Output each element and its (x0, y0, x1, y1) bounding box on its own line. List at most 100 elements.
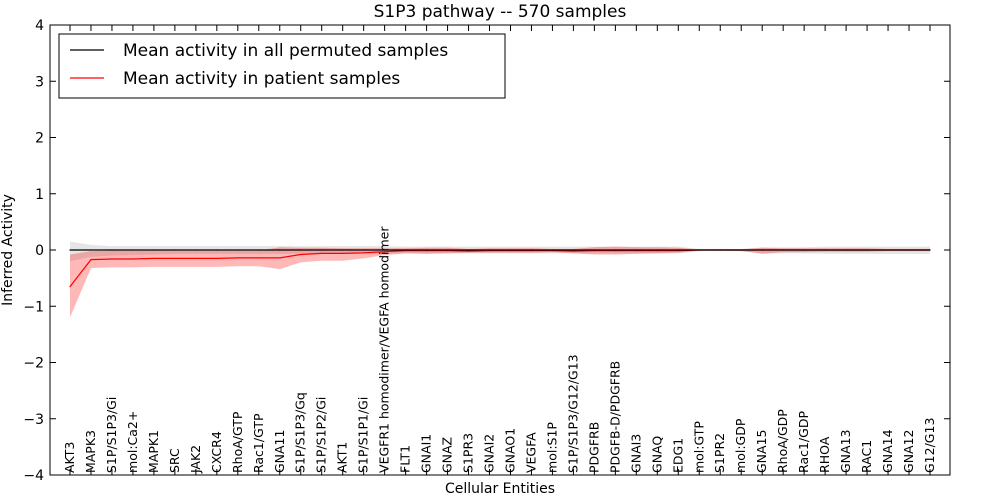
point-series-1-2 (111, 258, 113, 260)
point-series-1-10 (279, 257, 281, 259)
x-tick-label-37: GNA13 (838, 430, 853, 474)
point-series-0-5 (174, 249, 176, 251)
point-series-0-32 (740, 249, 742, 251)
point-series-1-0 (69, 286, 71, 288)
x-tick-label-40: GNA12 (901, 429, 916, 473)
x-tick-label-8: RhoA/GTP (230, 411, 245, 473)
point-series-0-18 (447, 249, 449, 251)
point-series-1-13 (342, 252, 344, 254)
x-tick-label-28: GNAQ (649, 436, 664, 473)
point-series-0-36 (824, 249, 826, 251)
y-tick-label-4: 4 (35, 18, 44, 34)
point-series-0-37 (845, 249, 847, 251)
point-series-0-19 (467, 249, 470, 251)
y-axis: −4 −3 −2 −1 0 1 2 3 4 (23, 18, 950, 484)
point-series-0-2 (111, 249, 113, 251)
x-tick-label-29: EDG1 (670, 438, 685, 473)
point-series-0-9 (258, 249, 260, 251)
point-series-0-33 (761, 249, 763, 251)
x-tick-label-12: S1P/S1P2/Gi (314, 397, 329, 473)
y-tick-label--2: −2 (23, 356, 44, 372)
point-series-0-6 (195, 249, 197, 251)
x-tick-label-7: CXCR4 (209, 431, 224, 473)
point-series-1-6 (195, 257, 197, 259)
chart-title: S1P3 pathway -- 570 samples (374, 2, 627, 22)
x-tick-label-26: PDGFB-D/PDGFRB (607, 361, 622, 473)
point-series-0-29 (677, 249, 679, 251)
band-series-1 (70, 246, 930, 318)
point-series-0-28 (656, 249, 658, 251)
point-series-1-7 (216, 257, 218, 259)
point-series-0-20 (488, 249, 491, 251)
y-tick-label-3: 3 (35, 74, 44, 90)
point-series-0-8 (237, 249, 239, 251)
point-series-1-9 (258, 257, 260, 259)
point-series-0-38 (866, 249, 868, 251)
point-series-0-24 (572, 249, 575, 251)
y-tick-label--3: −3 (23, 412, 44, 428)
point-series-1-14 (363, 252, 365, 254)
point-series-1-4 (153, 257, 155, 259)
point-series-0-7 (216, 249, 218, 251)
point-series-0-14 (363, 249, 365, 251)
x-axis-label: Cellular Entities (445, 481, 555, 497)
x-tick-label-19: S1PR3 (461, 433, 476, 473)
point-series-0-3 (132, 249, 134, 251)
point-series-1-12 (321, 252, 323, 254)
point-series-1-1 (90, 259, 92, 261)
x-tick-label-6: JAK2 (188, 445, 203, 474)
x-tick-label-32: mol:GDP (733, 418, 748, 473)
point-series-1-3 (132, 258, 134, 260)
x-tick-label-17: GNAI1 (419, 434, 434, 473)
x-tick-label-10: GNA11 (272, 430, 287, 474)
x-tick-label-20: GNAI2 (482, 434, 497, 473)
x-tick-label-2: S1P/S1P3/Gi (104, 397, 119, 473)
point-series-0-15 (384, 249, 386, 251)
point-series-0-25 (593, 249, 596, 251)
legend: Mean activity in all permuted samples Me… (58, 33, 506, 99)
legend-box (58, 33, 506, 99)
x-tick-label-39: GNA14 (880, 429, 895, 473)
x-tick-label-14: S1P/S1P1/Gi (356, 397, 371, 473)
point-series-0-10 (279, 249, 281, 251)
series-lines (69, 249, 931, 288)
x-tick-label-3: mol:Ca2+ (125, 411, 140, 473)
point-series-0-0 (69, 249, 71, 251)
x-tick-label-18: GNAZ (440, 437, 455, 473)
x-tick-label-38: RAC1 (859, 440, 874, 473)
point-series-0-4 (153, 249, 155, 251)
point-series-0-23 (551, 249, 554, 251)
x-tick-label-34: RhoA/GDP (775, 409, 790, 473)
x-axis (69, 25, 931, 475)
x-tick-label-24: S1P/S1P3/G12/G13 (565, 354, 580, 473)
point-series-0-40 (908, 249, 910, 251)
point-series-0-41 (929, 249, 931, 251)
point-series-0-12 (321, 249, 323, 251)
point-series-0-31 (719, 249, 721, 251)
point-series-1-19 (467, 250, 470, 252)
category-labels: AKT3 MAPK3 S1P/S1P3/Gi mol:Ca2+ MAPK1 SRC JAK2… (62, 226, 937, 474)
point-series-0-27 (635, 249, 637, 251)
x-tick-label-0: AKT3 (62, 442, 77, 473)
x-tick-label-25: PDGFRB (586, 422, 601, 473)
x-tick-label-16: FLT1 (398, 445, 413, 473)
legend-label-permuted: Mean activity in all permuted samples (123, 41, 448, 61)
x-tick-label-5: SRC (167, 448, 182, 473)
y-tick-label--4: −4 (23, 468, 44, 484)
point-series-0-35 (803, 249, 805, 251)
x-tick-label-22: VEGFA (524, 432, 539, 473)
point-series-0-13 (342, 249, 344, 251)
x-tick-label-36: RHOA (817, 436, 832, 473)
x-tick-label-13: AKT1 (335, 442, 350, 473)
band-series-0 (70, 241, 930, 262)
point-series-0-17 (426, 249, 428, 251)
x-tick-label-11: S1P/S1P3/Gq (293, 392, 308, 473)
point-series-0-16 (405, 249, 407, 251)
confidence-bands (70, 241, 930, 318)
point-series-0-26 (614, 249, 617, 251)
point-series-0-11 (300, 249, 302, 251)
y-tick-label-1: 1 (35, 187, 44, 203)
x-tick-label-30: mol:GTP (691, 421, 706, 473)
x-tick-label-21: GNAO1 (503, 428, 518, 473)
point-series-0-1 (90, 249, 92, 251)
